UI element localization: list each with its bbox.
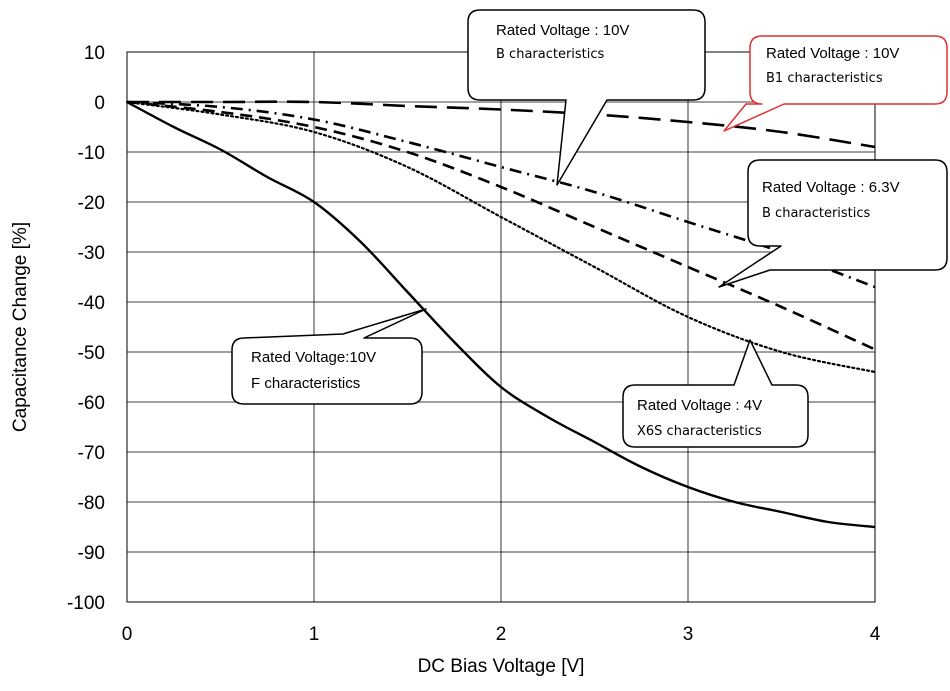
callout-b-6v3-bubble <box>718 159 948 288</box>
series-line-0 <box>126 100 876 529</box>
callout-f-10v-line1: Rated Voltage:10V <box>251 349 376 366</box>
y-tick-label: -30 <box>78 243 105 264</box>
callout-f-10v: Rated Voltage:10V F characteristics <box>231 308 427 405</box>
callout-x6s-4v-line2: X6S characteristics <box>637 424 762 439</box>
y-tick-label: -100 <box>67 593 105 614</box>
y-axis-ticks: 10 0 -10 -20 -30 -40 -50 -60 -70 -80 -90 -100 <box>67 43 105 614</box>
y-tick-label: -40 <box>78 293 105 314</box>
y-axis-label: Capacitance Change [%] <box>10 222 31 432</box>
y-tick-label: -60 <box>78 393 105 414</box>
callout-b-10v-line1: Rated Voltage : 10V <box>496 22 629 39</box>
callout-x6s-4v-line1: Rated Voltage : 4V <box>637 397 762 414</box>
callout-b-6v3: Rated Voltage : 6.3V B characteristics <box>718 159 948 288</box>
callout-b-10v-bubble <box>467 9 706 186</box>
x-tick-label: 4 <box>870 624 881 645</box>
callout-b1-10v: Rated Voltage : 10V B1 characteristics <box>723 35 948 132</box>
y-tick-label: -90 <box>78 543 105 564</box>
x-tick-label: 1 <box>309 624 320 645</box>
callout-f-10v-bubble <box>231 308 427 405</box>
callout-b-10v-line2: B characteristics <box>496 47 605 62</box>
y-tick-label: 10 <box>84 43 105 64</box>
series-line-3 <box>126 100 876 351</box>
x-axis-label: DC Bias Voltage [V] <box>418 656 585 677</box>
y-tick-label: -70 <box>78 443 105 464</box>
x-axis-ticks: 0 1 2 3 4 <box>122 624 881 645</box>
data-series <box>125 100 877 529</box>
callout-x6s-4v: Rated Voltage : 4V X6S characteristics <box>622 339 809 448</box>
callout-b-6v3-line1: Rated Voltage : 6.3V <box>762 179 900 196</box>
series-line-4 <box>125 100 877 374</box>
x-tick-label: 3 <box>683 624 694 645</box>
y-tick-label: -50 <box>78 343 105 364</box>
callout-b1-10v-bubble <box>723 35 948 132</box>
y-tick-label: 0 <box>94 93 105 114</box>
x-tick-label: 2 <box>496 624 507 645</box>
callout-f-10v-line2: F characteristics <box>251 375 360 392</box>
y-tick-label: -10 <box>78 143 105 164</box>
callout-x6s-4v-bubble <box>622 339 809 448</box>
callout-b1-10v-line1: Rated Voltage : 10V <box>766 45 899 62</box>
callout-b-6v3-line2: B characteristics <box>762 206 871 221</box>
callout-b1-10v-line2: B1 characteristics <box>766 71 883 86</box>
y-tick-label: -20 <box>78 193 105 214</box>
callout-b-10v: Rated Voltage : 10V B characteristics <box>467 9 706 186</box>
series-line-1 <box>127 100 876 149</box>
y-tick-label: -80 <box>78 493 105 514</box>
x-tick-label: 0 <box>122 624 133 645</box>
